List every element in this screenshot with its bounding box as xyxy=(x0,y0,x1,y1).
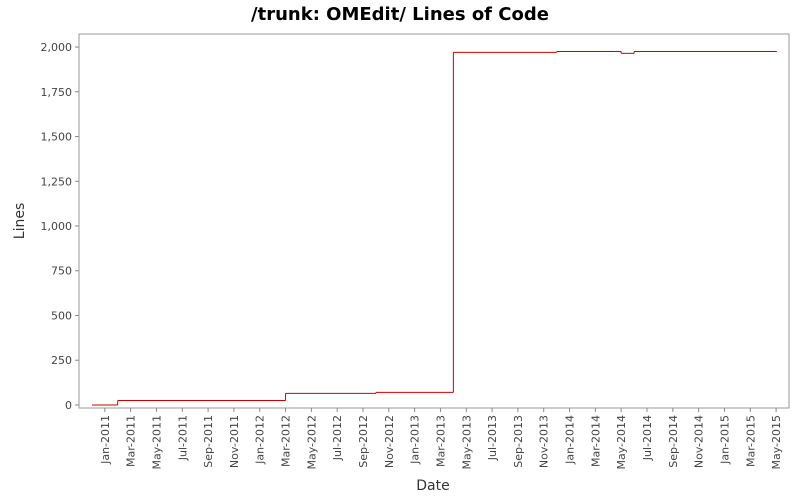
x-tick-label: May-2014 xyxy=(615,415,628,470)
x-tick-label: Jan-2015 xyxy=(718,415,731,465)
x-tick-label: Mar-2012 xyxy=(280,415,293,467)
x-tick-label: Jan-2011 xyxy=(99,415,112,465)
x-tick-label: Jan-2014 xyxy=(564,415,577,465)
x-tick-label: Sep-2014 xyxy=(667,415,680,468)
x-tick-label: Nov-2014 xyxy=(693,415,706,468)
y-tick-label: 2,000 xyxy=(41,41,73,54)
plot-area xyxy=(78,33,790,409)
x-tick-label: Mar-2011 xyxy=(125,415,138,467)
x-tick-label: Sep-2013 xyxy=(512,415,525,468)
y-tick-label: 1,250 xyxy=(41,175,73,188)
x-axis-label: Date xyxy=(416,478,449,494)
x-tick-label: Jul-2013 xyxy=(486,415,499,461)
y-tick-label: 0 xyxy=(65,399,72,412)
x-tick-label: May-2011 xyxy=(150,415,163,470)
x-tick-label: May-2013 xyxy=(460,415,473,470)
x-tick-label: Mar-2014 xyxy=(589,415,602,467)
x-tick-label: Sep-2011 xyxy=(202,415,215,468)
x-tick-label: Mar-2013 xyxy=(434,415,447,467)
y-tick-label: 1,500 xyxy=(41,131,73,144)
x-tick-label: Jul-2014 xyxy=(641,415,654,461)
x-tick-label: Nov-2011 xyxy=(228,415,241,468)
y-tick-label: 750 xyxy=(51,265,72,278)
x-tick-label: Jan-2013 xyxy=(409,415,422,465)
x-tick-label: May-2015 xyxy=(770,415,783,470)
x-tick-label: Jan-2012 xyxy=(254,415,267,465)
y-tick-label: 1,750 xyxy=(41,86,73,99)
x-tick-label: Jul-2012 xyxy=(331,415,344,461)
y-tick-label: 1,000 xyxy=(41,220,73,233)
y-tick-label: 500 xyxy=(51,309,72,322)
x-tick-label: May-2012 xyxy=(305,415,318,470)
x-tick-label: Nov-2012 xyxy=(383,415,396,468)
x-tick-label: Nov-2013 xyxy=(538,415,551,468)
x-tick-label: Jul-2011 xyxy=(176,415,189,461)
chart-title: /trunk: OMEdit/ Lines of Code xyxy=(251,4,549,25)
y-tick-label: 250 xyxy=(51,354,72,367)
x-tick-label: Mar-2015 xyxy=(744,415,757,467)
x-tick-label: Sep-2012 xyxy=(357,415,370,468)
y-axis-label: Lines xyxy=(12,203,28,239)
